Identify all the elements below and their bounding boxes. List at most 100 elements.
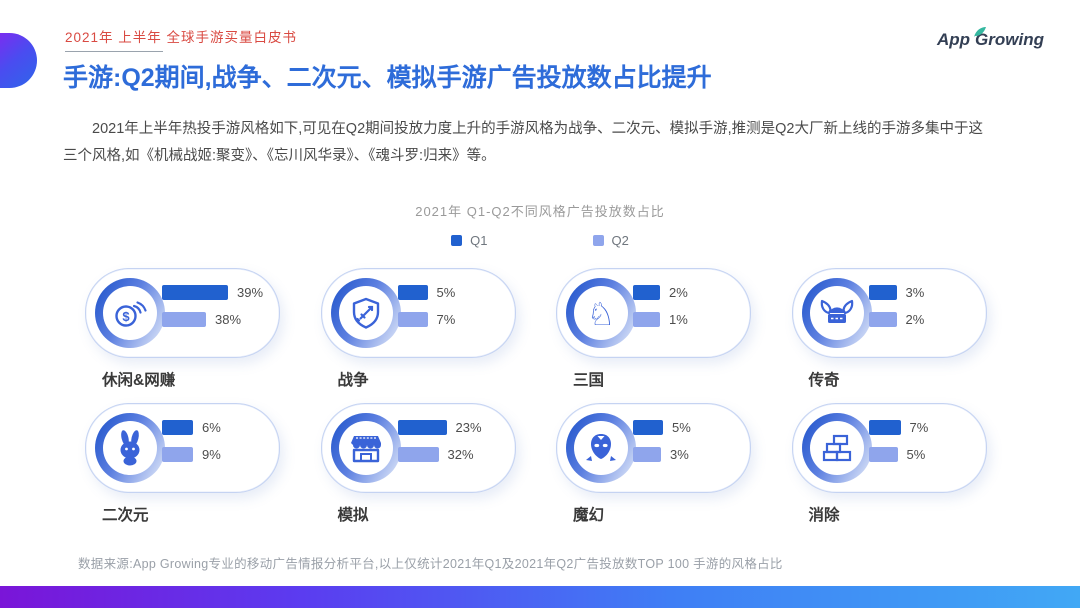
category-label: 模拟 <box>337 507 369 524</box>
style-card-pill: 5% 7% <box>320 268 516 358</box>
q2-bar <box>397 447 439 462</box>
style-card: 5% 3% 魔幻 <box>556 403 792 524</box>
intro-paragraph: 2021年上半年热投手游风格如下,可见在Q2期间投放力度上升的手游风格为战争、二… <box>63 121 983 164</box>
q1-bar <box>397 420 447 435</box>
bar-group: 7% 5% <box>868 420 929 474</box>
style-card-pill: 6% 9% <box>85 403 280 493</box>
svg-text:♘: ♘ <box>587 295 616 332</box>
q2-bar <box>633 312 660 327</box>
style-card: $ 39% 38% 休闲&网赚 <box>85 268 321 389</box>
q1-value-label: 5% <box>672 420 691 435</box>
q1-value-label: 23% <box>455 420 482 435</box>
q1-value-label: 5% <box>436 285 456 300</box>
q1-swatch <box>451 235 463 246</box>
coins-icon: $ <box>103 286 157 340</box>
magic-face-icon <box>574 421 628 475</box>
legend-label-q2: Q2 <box>611 233 629 248</box>
icon-ring <box>801 278 872 348</box>
bar-group: 39% 38% <box>162 285 263 339</box>
q2-bar-row: 1% <box>633 312 688 327</box>
page-title: 手游:Q2期间,战争、二次元、模拟手游广告投放数占比提升 <box>63 64 712 92</box>
category-label: 二次元 <box>102 507 149 524</box>
q1-value-label: 39% <box>237 285 264 300</box>
bar-group: 6% 9% <box>162 420 221 474</box>
style-card-pill: $ 39% 38% <box>85 268 280 358</box>
chart-legend: Q1 Q2 <box>0 233 1080 248</box>
icon-ring <box>566 413 636 483</box>
legend-item-q1: Q1 <box>451 233 488 248</box>
q2-bar <box>162 312 206 327</box>
q2-value-label: 9% <box>202 447 221 462</box>
q1-bar <box>633 420 663 435</box>
icon-ring <box>330 278 401 348</box>
category-label: 战争 <box>337 372 369 389</box>
category-label: 休闲&网赚 <box>102 372 176 389</box>
style-card-pill: 23% 32% <box>320 403 516 493</box>
rabbit-icon <box>103 421 157 475</box>
q2-bar-row: 7% <box>397 312 456 327</box>
q2-value-label: 38% <box>215 312 242 327</box>
q1-bar <box>633 285 660 300</box>
q1-bar <box>397 285 428 300</box>
left-accent-shape <box>0 33 37 88</box>
viking-helmet-icon <box>809 286 864 340</box>
q1-bar-row: 23% <box>397 420 482 435</box>
chart-title: 2021年 Q1-Q2不同风格广告投放数占比 <box>415 204 665 219</box>
report-kicker: 2021年 上半年 全球手游买量白皮书 <box>65 30 298 45</box>
q2-bar-row: 9% <box>162 447 221 462</box>
kicker-underline <box>65 51 163 52</box>
chess-knight-icon: ♘ <box>574 286 628 340</box>
icon-ring <box>330 413 401 483</box>
bar-group: 23% 32% <box>397 420 482 474</box>
q2-swatch <box>592 235 604 246</box>
icon-ring <box>95 413 165 483</box>
category-label: 传奇 <box>808 372 840 389</box>
icon-ring: $ <box>95 278 165 348</box>
style-card: 5% 7% 战争 <box>320 268 557 389</box>
q1-value-label: 7% <box>909 420 929 435</box>
legend-item-q2: Q2 <box>592 233 629 248</box>
legend-label-q1: Q1 <box>470 233 488 248</box>
q1-bar-row: 3% <box>868 285 925 300</box>
q2-value-label: 5% <box>906 447 926 462</box>
q2-value-label: 2% <box>905 312 925 327</box>
bottom-gradient-bar <box>0 586 1080 608</box>
style-card: 7% 5% 消除 <box>791 403 1028 524</box>
style-card: ♘ 2% 1% 三国 <box>556 268 792 389</box>
category-label: 三国 <box>573 372 605 389</box>
bar-group: 3% 2% <box>868 285 925 339</box>
q2-bar-row: 2% <box>868 312 925 327</box>
q2-value-label: 32% <box>447 447 474 462</box>
q2-bar <box>868 447 898 462</box>
q1-value-label: 3% <box>905 285 925 300</box>
q1-bar <box>162 285 228 300</box>
q1-bar-row: 5% <box>397 285 456 300</box>
bar-group: 5% 3% <box>633 420 691 474</box>
q1-value-label: 6% <box>202 420 221 435</box>
style-card-pill: ♘ 2% 1% <box>556 268 751 358</box>
style-card-pill: 5% 3% <box>556 403 751 493</box>
q1-bar-row: 5% <box>633 420 691 435</box>
style-card-pill: 7% 5% <box>791 403 987 493</box>
bar-group: 5% 7% <box>397 285 456 339</box>
shop-icon <box>338 421 393 475</box>
logo-text-app: App <box>937 30 971 49</box>
q1-value-label: 2% <box>669 285 688 300</box>
icon-ring: ♘ <box>566 278 636 348</box>
q2-bar <box>633 447 661 462</box>
bar-group: 2% 1% <box>633 285 688 339</box>
q2-bar <box>397 312 428 327</box>
q1-bar <box>868 420 901 435</box>
logo-text-growing: Growing <box>975 30 1044 49</box>
style-card-pill: 3% 2% <box>791 268 987 358</box>
q2-bar-row: 32% <box>397 447 482 462</box>
q2-bar <box>868 312 897 327</box>
q1-bar <box>868 285 897 300</box>
app-growing-logo: App Growing <box>937 27 1044 50</box>
q2-bar-row: 5% <box>868 447 929 462</box>
q2-bar-row: 3% <box>633 447 691 462</box>
q2-value-label: 7% <box>436 312 456 327</box>
bricks-icon <box>809 421 864 475</box>
svg-text:$: $ <box>122 309 130 324</box>
q1-bar-row: 39% <box>162 285 263 300</box>
